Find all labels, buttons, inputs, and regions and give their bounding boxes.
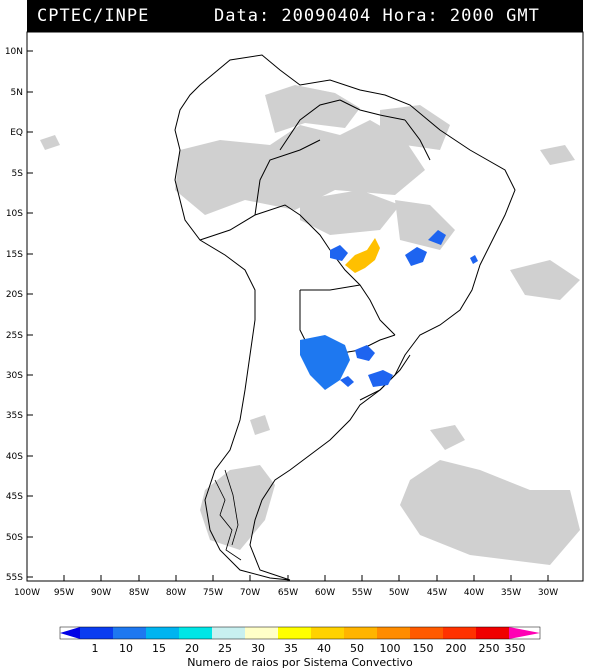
lon-axis: 100W 95W 90W 85W 80W 75W 70W 65W 60W 55W… xyxy=(14,575,558,598)
colorbar-tick: 15 xyxy=(152,642,166,655)
lon-label: 65W xyxy=(278,588,298,598)
colorbar-segment xyxy=(179,627,212,639)
source-label: CPTEC/INPE xyxy=(37,6,150,26)
lon-label: 60W xyxy=(315,588,335,598)
lon-label: 30W xyxy=(538,588,558,598)
convective-system-blue-7 xyxy=(368,370,393,387)
lon-label: 90W xyxy=(91,588,111,598)
lat-label: 35S xyxy=(6,411,23,421)
convective-system-blue-8 xyxy=(340,376,354,387)
lat-label: 20S xyxy=(6,290,23,300)
lat-label: 50S xyxy=(6,533,23,543)
colorbar-segment xyxy=(344,627,377,639)
lon-label: 75W xyxy=(203,588,223,598)
lat-label: 55S xyxy=(6,573,23,583)
lat-label: 40S xyxy=(6,452,23,462)
colorbar-segment xyxy=(377,627,410,639)
colorbar-segment xyxy=(146,627,179,639)
colorbar-tick: 350 xyxy=(505,642,526,655)
lon-label: 55W xyxy=(352,588,372,598)
colorbar-title: Numero de raios por Sistema Convectivo xyxy=(187,656,413,669)
convective-system-blue-6 xyxy=(355,345,375,361)
lat-label: 25S xyxy=(6,331,23,341)
lat-label: 5N xyxy=(11,88,23,98)
convective-system-blue-1 xyxy=(330,245,348,261)
colorbar-segment xyxy=(245,627,278,639)
south-america-outline xyxy=(174,54,516,581)
colorbar-segment xyxy=(278,627,311,639)
colorbar-tick: 1 xyxy=(92,642,99,655)
lat-axis: 10N 5N EQ 5S 10S 15S 20S 25S 30S 35S 40S… xyxy=(5,47,33,583)
lat-label: 30S xyxy=(6,371,23,381)
colorbar-tick: 150 xyxy=(413,642,434,655)
colorbar-tick: 25 xyxy=(218,642,232,655)
colorbar-segment xyxy=(443,627,476,639)
colorbar-tick: 200 xyxy=(446,642,467,655)
convective-system-blue-2 xyxy=(405,247,427,266)
colorbar-tick: 40 xyxy=(317,642,331,655)
lon-label: 95W xyxy=(54,588,74,598)
lon-label: 100W xyxy=(14,588,40,598)
chile-islands xyxy=(214,469,242,561)
lat-label: 45S xyxy=(6,492,23,502)
colorbar-left-arrow xyxy=(60,627,80,639)
colorbar: 1 10 15 20 25 30 35 40 50 100 150 200 25… xyxy=(59,626,541,669)
convective-system-blue-5 xyxy=(300,335,350,390)
lat-label: 5S xyxy=(12,169,24,179)
colorbar-tick: 10 xyxy=(119,642,133,655)
convective-systems xyxy=(300,230,478,390)
convective-system-blue-3 xyxy=(428,230,446,245)
colorbar-tick: 35 xyxy=(284,642,298,655)
cloud-cover xyxy=(40,85,580,565)
convective-system-blue-4 xyxy=(470,255,478,264)
map-header: CPTEC/INPE Data: 20090404 Hora: 2000 GMT xyxy=(27,0,583,32)
colorbar-segment xyxy=(311,627,344,639)
date-time-label: Data: 20090404 Hora: 2000 GMT xyxy=(214,6,540,26)
lon-label: 35W xyxy=(501,588,521,598)
colorbar-segment xyxy=(113,627,146,639)
lon-label: 50W xyxy=(389,588,409,598)
colorbar-tick: 50 xyxy=(350,642,364,655)
colorbar-right-arrow xyxy=(509,627,540,639)
colorbar-tick: 20 xyxy=(185,642,199,655)
lat-label: 10N xyxy=(5,47,23,57)
colorbar-segment xyxy=(80,627,113,639)
lat-label: 10S xyxy=(6,209,23,219)
colorbar-tick: 250 xyxy=(479,642,500,655)
lon-label: 40W xyxy=(464,588,484,598)
lon-label: 85W xyxy=(129,588,149,598)
lat-label: EQ xyxy=(10,128,23,138)
lon-label: 45W xyxy=(427,588,447,598)
colorbar-segment xyxy=(212,627,245,639)
colorbar-segment xyxy=(410,627,443,639)
colorbar-tick: 30 xyxy=(251,642,265,655)
colorbar-segment xyxy=(476,627,509,639)
lon-label: 80W xyxy=(166,588,186,598)
lat-label: 15S xyxy=(6,250,23,260)
convective-system-orange xyxy=(345,238,380,273)
colorbar-tick: 100 xyxy=(380,642,401,655)
lon-label: 70W xyxy=(240,588,260,598)
